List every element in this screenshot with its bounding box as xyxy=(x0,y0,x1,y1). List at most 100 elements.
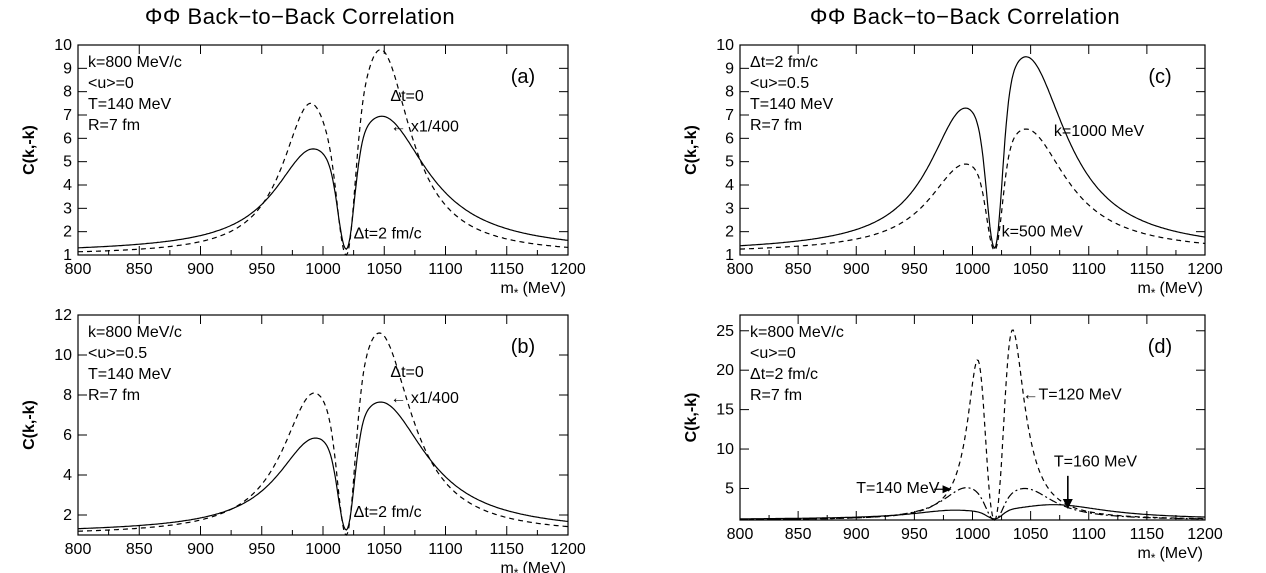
y-axis-label: C(k,-k) xyxy=(21,125,38,175)
curve-annotation: ← x1/400 xyxy=(390,390,459,407)
x-tick-label: 850 xyxy=(785,261,812,278)
parameter-text: R=7 fm xyxy=(750,117,802,134)
curve-annotation: T=140 MeV xyxy=(856,480,939,497)
x-tick-label: 1050 xyxy=(366,261,402,278)
plot-frame xyxy=(739,44,1206,256)
x-tick-label: 1050 xyxy=(1013,526,1049,543)
y-axis-label: C(k,-k) xyxy=(683,393,700,443)
series-line-dashed xyxy=(77,49,569,256)
x-tick-label: 1050 xyxy=(1013,261,1049,278)
x-tick-label: 800 xyxy=(65,261,92,278)
parameter-text: <u>=0.5 xyxy=(750,75,809,92)
y-tick-label: 3 xyxy=(725,200,734,217)
x-axis-label: m* (MeV) xyxy=(1137,545,1203,565)
series-line-dashed xyxy=(739,128,1206,252)
y-tick-label: 8 xyxy=(63,387,72,404)
figure-title-left: ΦΦ Back−to−Back Correlation xyxy=(145,4,455,29)
x-tick-label: 1000 xyxy=(955,526,991,543)
y-tick-label: 12 xyxy=(54,307,72,324)
x-tick-label: 1150 xyxy=(490,541,525,558)
x-tick-label: 950 xyxy=(901,261,928,278)
y-tick-label: 8 xyxy=(725,84,734,101)
parameter-text: <u>=0 xyxy=(750,345,796,362)
x-tick-label: 950 xyxy=(901,526,928,543)
y-tick-label: 4 xyxy=(63,467,72,484)
curve-annotation: Δt=2 fm/c xyxy=(354,504,422,521)
parameter-text: R=7 fm xyxy=(88,387,140,404)
y-tick-label: 15 xyxy=(716,402,734,419)
parameter-text: k=800 MeV/c xyxy=(750,324,844,341)
x-tick-label: 1200 xyxy=(550,541,586,558)
y-tick-label: 10 xyxy=(716,441,734,458)
y-tick-label: 6 xyxy=(63,130,72,147)
panel-tag: (c) xyxy=(1148,66,1171,88)
y-tick-label: 2 xyxy=(63,224,72,241)
x-axis-label: m* (MeV) xyxy=(1137,280,1203,300)
y-tick-label: 4 xyxy=(63,177,72,194)
y-tick-label: 4 xyxy=(725,177,734,194)
parameter-text: Δt=2 fm/c xyxy=(750,366,818,383)
x-tick-label: 850 xyxy=(126,541,153,558)
y-tick-label: 7 xyxy=(63,107,72,124)
curve-annotation: k=500 MeV xyxy=(1002,223,1084,240)
y-tick-label: 2 xyxy=(725,224,734,241)
parameter-text: k=800 MeV/c xyxy=(88,324,182,341)
series-line-dashed xyxy=(740,329,1205,521)
x-tick-label: 1100 xyxy=(428,541,463,558)
x-tick-label: 900 xyxy=(843,261,870,278)
x-axis-label: m* (MeV) xyxy=(500,280,566,300)
x-tick-label: 1100 xyxy=(428,261,463,278)
x-tick-label: 1200 xyxy=(550,261,586,278)
y-tick-label: 5 xyxy=(725,480,734,497)
y-axis-label: C(k,-k) xyxy=(683,125,700,175)
arrow-head xyxy=(1062,498,1073,509)
x-axis-label: m* (MeV) xyxy=(500,560,566,573)
plot-frame xyxy=(77,314,569,536)
x-tick-label: 800 xyxy=(727,526,754,543)
y-tick-label: 3 xyxy=(63,200,72,217)
series-line-solid xyxy=(740,56,1206,250)
y-tick-label: 8 xyxy=(63,84,72,101)
y-axis-label: C(k,-k) xyxy=(21,400,38,450)
plot-frame xyxy=(77,44,569,256)
parameter-text: R=7 fm xyxy=(88,117,140,134)
chart-panel-b: 800 850 900 950 1000 1050 1100 1150 1200 2 4 6 8 10 12… xyxy=(21,307,586,573)
y-tick-label: 1 xyxy=(63,247,72,264)
y-tick-label: 7 xyxy=(725,107,734,124)
x-tick-label: 1200 xyxy=(1187,261,1223,278)
figure-title-right: ΦΦ Back−to−Back Correlation xyxy=(810,4,1120,29)
y-tick-label: 10 xyxy=(716,37,734,54)
curve-annotation: Δt=0 xyxy=(390,364,423,381)
x-tick-label: 1150 xyxy=(490,261,525,278)
x-tick-label: 1150 xyxy=(1130,261,1165,278)
arrow-head xyxy=(942,485,952,494)
parameter-text: T=140 MeV xyxy=(88,96,171,113)
y-tick-label: 5 xyxy=(725,154,734,171)
parameter-text: <u>=0 xyxy=(88,75,134,92)
series-line-dashdot xyxy=(740,487,1206,521)
x-tick-label: 800 xyxy=(65,541,92,558)
chart-panel-d: 800 850 900 950 1000 1050 1100 1150 1200 5 10 15 20 2… xyxy=(683,314,1223,565)
series-line-solid xyxy=(740,504,1205,520)
x-tick-label: 1050 xyxy=(366,541,402,558)
y-tick-label: 9 xyxy=(63,60,72,77)
parameter-text: k=800 MeV/c xyxy=(88,54,182,71)
parameter-text: <u>=0.5 xyxy=(88,345,147,362)
y-tick-label: 2 xyxy=(63,507,72,524)
x-tick-label: 950 xyxy=(248,541,275,558)
y-tick-label: 20 xyxy=(716,362,734,379)
x-tick-label: 800 xyxy=(727,261,754,278)
panel-tag: (b) xyxy=(511,336,535,358)
parameter-text: T=140 MeV xyxy=(88,366,171,383)
series-line-solid xyxy=(77,401,569,531)
panel-tag: (a) xyxy=(511,66,535,88)
x-tick-label: 1000 xyxy=(305,541,341,558)
y-tick-label: 1 xyxy=(725,247,734,264)
x-tick-label: 900 xyxy=(187,541,214,558)
y-tick-label: 5 xyxy=(63,154,72,171)
parameter-text: R=7 fm xyxy=(750,387,802,404)
y-tick-label: 25 xyxy=(716,323,734,340)
x-tick-label: 850 xyxy=(126,261,153,278)
x-tick-label: 1150 xyxy=(1130,526,1165,543)
